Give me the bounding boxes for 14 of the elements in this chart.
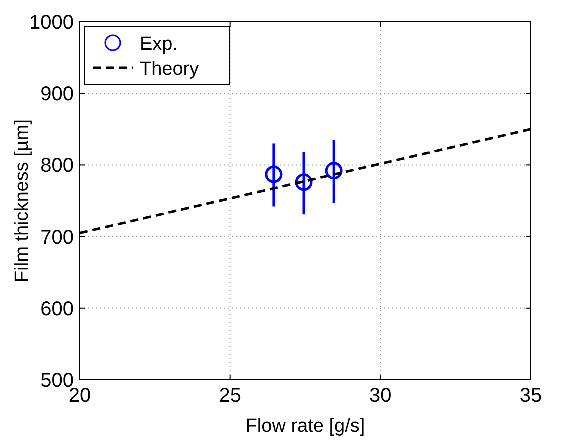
x-tick-label: 25 [219, 385, 242, 407]
point [325, 162, 343, 180]
x-tick-label: 35 [520, 385, 542, 407]
y-tick-label: 700 [40, 226, 74, 249]
y-tick-label: 600 [40, 298, 74, 320]
legend-label: Exp. [140, 34, 178, 55]
legend-label: Theory [140, 59, 200, 80]
y-tick-label: 1000 [30, 12, 74, 34]
y-tick-label: 800 [40, 155, 74, 178]
point [265, 166, 283, 184]
x-tick-label: 30 [370, 385, 392, 407]
y-tick-label: 900 [40, 84, 74, 106]
y-axis-title: Film thickness [µm] [12, 120, 33, 282]
x-axis-title: Flow rate [g/s] [246, 416, 366, 437]
